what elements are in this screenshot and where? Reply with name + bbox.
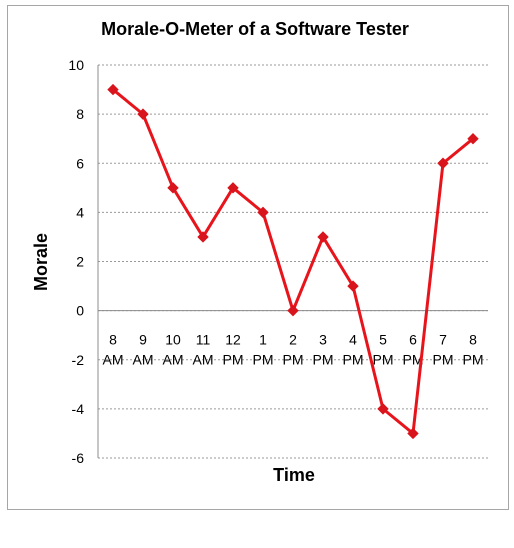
data-point [407,427,419,440]
data-point [227,182,239,194]
y-tick-labels: -6 -4 -2 0 2 4 6 8 10 [68,57,84,466]
x-tick-label-meridiem: PM [343,352,364,368]
x-tick-label-meridiem: PM [223,352,244,368]
data-point [437,157,449,169]
x-tick-label-hour: 7 [439,332,447,348]
data-point [347,280,359,292]
y-tick-label: 8 [76,106,84,122]
y-axis-label: Morale [31,233,51,291]
x-tick-label-hour: 10 [165,332,181,348]
x-tick-labels: 8 AM 9 AM 10 AM 11 AM 12 PM 1 PM 2 PM 3 PM 4 PM 5 PM 6 PM 7 PM 8… [103,332,484,368]
x-tick-label-hour: 8 [109,332,117,348]
x-tick-label-meridiem: AM [193,352,214,368]
x-tick-label-meridiem: PM [403,352,424,368]
y-tick-label: 4 [76,204,84,220]
y-tick-label: 2 [76,254,84,270]
x-tick-label-hour: 9 [139,332,147,348]
data-point [317,231,329,243]
data-point [257,206,269,219]
data-point [197,231,209,243]
data-point [467,132,479,145]
x-tick-label-meridiem: AM [163,352,184,368]
data-point [287,304,299,317]
x-tick-label-hour: 6 [409,332,417,348]
x-tick-label-hour: 11 [196,332,211,348]
x-tick-label-hour: 4 [349,332,357,348]
x-tick-label-hour: 2 [289,332,297,348]
grid-lines [97,64,488,459]
y-tick-label: 6 [76,155,84,171]
x-tick-label-meridiem: AM [103,352,124,368]
y-tick-label: -6 [72,450,85,466]
x-tick-label-meridiem: PM [283,352,304,368]
x-tick-label-meridiem: PM [313,352,334,368]
x-tick-label-hour: 5 [379,332,387,348]
x-tick-label-meridiem: PM [463,352,484,368]
y-tick-label: 0 [76,303,84,319]
x-tick-label-hour: 1 [259,332,267,348]
data-point [377,403,389,415]
x-tick-label-meridiem: PM [253,352,274,368]
y-tick-label: -2 [72,352,85,368]
x-axis-label: Time [273,465,315,485]
x-tick-label-hour: 12 [225,332,241,348]
y-tick-label: 10 [68,57,84,73]
x-tick-label-hour: 3 [319,332,327,348]
chart-frame [7,5,509,510]
series-morale [107,83,479,440]
x-tick-label-meridiem: PM [373,352,394,368]
x-tick-label-meridiem: AM [133,352,154,368]
x-tick-label-hour: 8 [469,332,477,348]
data-point [167,182,179,194]
y-tick-label: -4 [72,401,85,417]
data-point [137,108,149,120]
x-tick-label-meridiem: PM [433,352,454,368]
chart-title: Morale-O-Meter of a Software Tester [101,19,409,39]
data-point [107,83,119,96]
